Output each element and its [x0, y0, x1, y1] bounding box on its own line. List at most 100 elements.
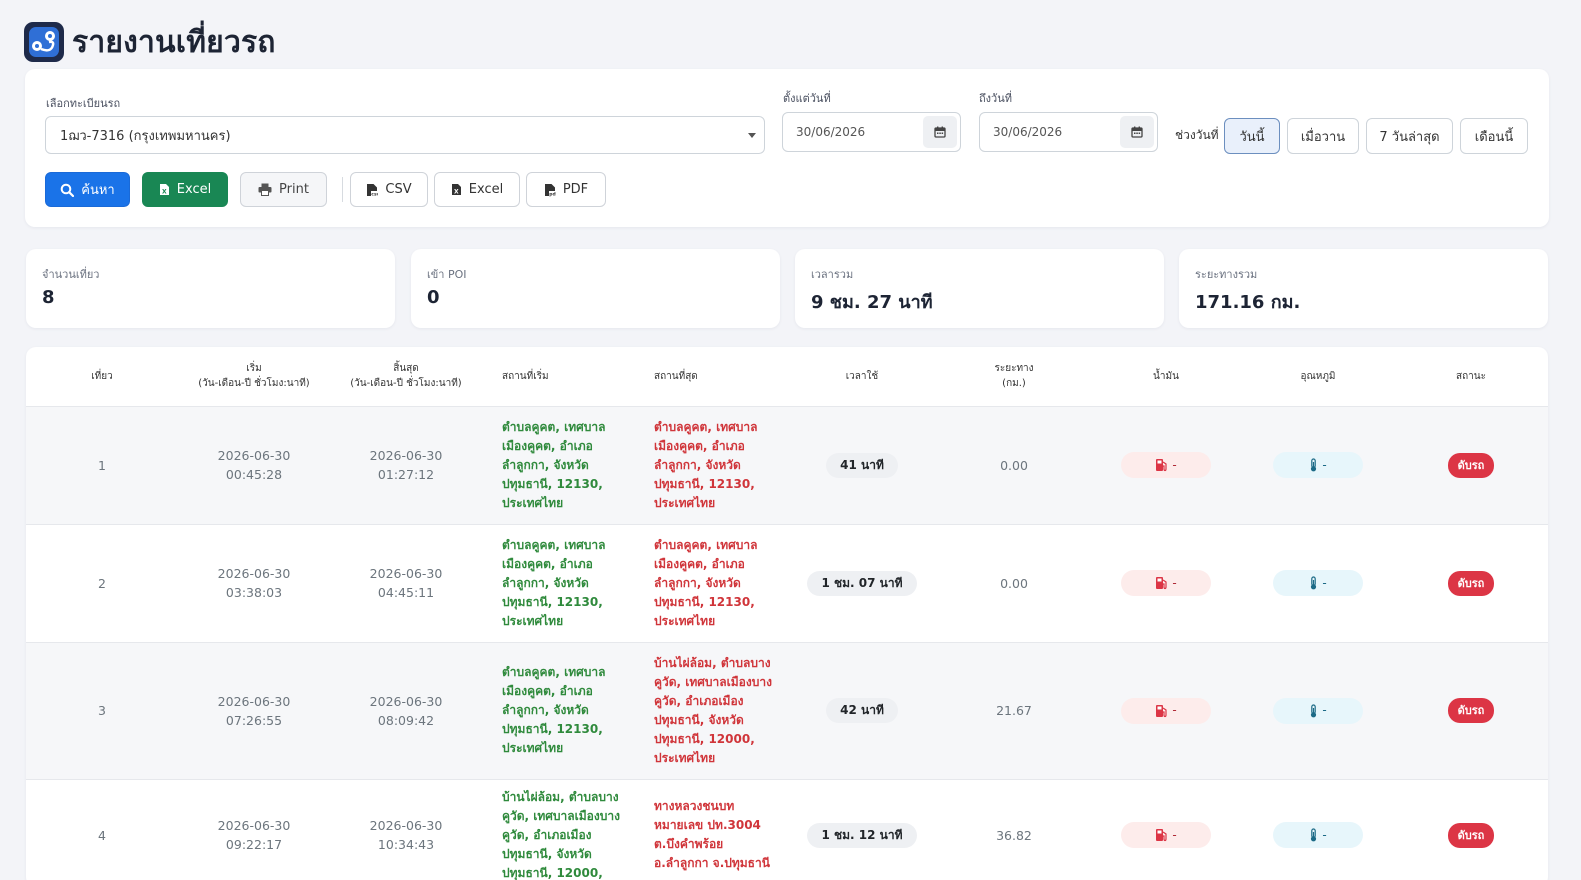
- range-yesterday-button[interactable]: เมื่อวาน: [1287, 118, 1359, 154]
- stat-label: จำนวนเที่ยว: [42, 268, 100, 281]
- gas-pump-icon: [1156, 459, 1167, 472]
- header-distance-sub: (กม.): [1002, 378, 1026, 390]
- trips-table-card: เที่ยว เริ่ม (วัน-เดือน-ปี ชั่วโมง:นาที) …: [26, 347, 1548, 880]
- calendar-icon: [1131, 126, 1143, 138]
- range-7days-button[interactable]: 7 วันล่าสุด: [1366, 118, 1453, 154]
- cell-distance: 0.00: [938, 406, 1090, 525]
- temperature-value: -: [1322, 827, 1327, 842]
- table-row[interactable]: 2 2026-06-30 03:38:03 2026-06-30 04:45:11 …: [26, 524, 1548, 643]
- calendar-icon: [934, 126, 946, 138]
- fuel-value: -: [1172, 457, 1177, 472]
- cell-start-location[interactable]: ตำบลคูคต, เทศบาล เมืองคูคต, อำเภอ ลำลูกกา,…: [482, 406, 634, 525]
- excel-export-button[interactable]: X Excel: [142, 172, 228, 207]
- csv-button-label: CSV: [385, 182, 412, 197]
- to-calendar-button[interactable]: [1120, 116, 1154, 148]
- end-location-line: ปทุมธานี, จังหวัด: [654, 712, 744, 727]
- range-today-button[interactable]: วันนี้: [1224, 118, 1280, 154]
- cell-trip: 1: [26, 406, 178, 525]
- fuel-value: -: [1172, 703, 1177, 717]
- header-end-location: สถานที่สุด: [634, 347, 786, 407]
- svg-text:X: X: [454, 189, 459, 196]
- excel-button[interactable]: X Excel: [434, 172, 520, 207]
- trip-number: 4: [98, 827, 106, 843]
- cell-trip: 2: [26, 524, 178, 643]
- start-location-line: ตำบลคูคต, เทศบาล: [502, 419, 606, 434]
- fuel-value: -: [1172, 827, 1177, 842]
- vehicle-label: เลือกทะเบียนรถ: [46, 97, 121, 110]
- cell-duration: 1 ชม. 07 นาที: [786, 524, 938, 643]
- end-location-line: ประเทศไทย: [654, 495, 716, 510]
- trip-number: 2: [98, 575, 106, 591]
- start-location-line: ปทุมธานี, 12130,: [502, 594, 603, 609]
- to-date-input[interactable]: 30/06/2026: [979, 112, 1158, 152]
- duration-pill: 1 ชม. 07 นาที: [807, 570, 917, 596]
- temperature-value: -: [1322, 703, 1327, 717]
- gas-pump-icon: [1156, 829, 1167, 842]
- table-row[interactable]: 3 2026-06-30 07:26:55 2026-06-30 08:09:42 …: [26, 642, 1548, 780]
- start-location-line: ประเทศไทย: [502, 495, 564, 510]
- distance-value: 21.67: [996, 703, 1032, 718]
- cell-start-location[interactable]: ตำบลคูคต, เทศบาล เมืองคูคต, อำเภอ ลำลูกกา,…: [482, 642, 634, 780]
- start-time: 07:26:55: [225, 712, 283, 728]
- status-badge: ดับรถ: [1447, 698, 1495, 723]
- table-row[interactable]: 4 2026-06-30 09:22:17 2026-06-30 10:34:43 …: [26, 779, 1548, 880]
- cell-temperature: -: [1242, 406, 1394, 525]
- print-button[interactable]: Print: [240, 172, 327, 207]
- cell-start-location[interactable]: ตำบลคูคต, เทศบาล เมืองคูคต, อำเภอ ลำลูกกา,…: [482, 524, 634, 643]
- end-location-line: คูวัด, เทศบาลเมืองบาง: [654, 674, 772, 689]
- excel-file-icon: X: [451, 184, 461, 196]
- start-location-line: คูวัด, อำเภอเมือง: [502, 827, 592, 842]
- vehicle-select-value: 1ฌว-7316 (กรุงเทพมหานคร): [60, 128, 231, 144]
- end-location-line: ประเทศไทย: [654, 613, 716, 628]
- cell-status: ดับรถ: [1394, 642, 1548, 780]
- cell-temperature: -: [1242, 524, 1394, 643]
- fuel-pill: -: [1121, 822, 1211, 848]
- search-button[interactable]: ค้นหา: [45, 172, 130, 207]
- cell-end-location[interactable]: บ้านไผ่ล้อม, ตำบลบาง คูวัด, เทศบาลเมืองบา…: [634, 642, 786, 780]
- table-row[interactable]: 1 2026-06-30 00:45:28 2026-06-30 01:27:12 …: [26, 406, 1548, 525]
- header-end: สิ้นสุด (วัน-เดือน-ปี ชั่วโมง:นาที): [330, 347, 482, 407]
- cell-end-location[interactable]: ตำบลคูคต, เทศบาล เมืองคูคต, อำเภอ ลำลูกกา,…: [634, 406, 786, 525]
- filter-panel: เลือกทะเบียนรถ 1ฌว-7316 (กรุงเทพมหานคร) …: [25, 69, 1549, 227]
- fuel-value: -: [1172, 575, 1177, 590]
- temperature-pill: -: [1273, 570, 1363, 596]
- range-month-button[interactable]: เดือนนี้: [1460, 118, 1528, 154]
- end-location-line: ลำลูกกา, จังหวัด: [654, 457, 741, 472]
- thermometer-icon: [1311, 703, 1317, 717]
- end-location-line: เมืองคูคต, อำเภอ: [654, 556, 745, 571]
- from-date-value: 30/06/2026: [796, 125, 866, 139]
- from-calendar-button[interactable]: [923, 116, 957, 148]
- thermometer-icon: [1311, 458, 1317, 472]
- cell-start-location[interactable]: บ้านไผ่ล้อม, ตำบลบาง คูวัด, เทศบาลเมืองบา…: [482, 779, 634, 880]
- date-range-label: ช่วงวันที่: [1175, 128, 1219, 142]
- trip-number: 3: [98, 703, 106, 718]
- fuel-pill: -: [1121, 697, 1211, 724]
- distance-value: 36.82: [996, 827, 1032, 843]
- start-time: 00:45:28: [225, 467, 283, 482]
- temperature-pill: -: [1273, 452, 1363, 478]
- cell-status: ดับรถ: [1394, 524, 1548, 643]
- from-date-input[interactable]: 30/06/2026: [782, 112, 961, 152]
- cell-end-location[interactable]: ทางหลวงชนบท หมายเลข ปท.3004 ต.บึงคำพร้อย อ.…: [634, 779, 786, 880]
- end-location-line: ปทุมธานี, 12130,: [654, 476, 755, 491]
- header-fuel: น้ำมัน: [1090, 347, 1242, 407]
- cell-end-location[interactable]: ตำบลคูคต, เทศบาล เมืองคูคต, อำเภอ ลำลูกกา,…: [634, 524, 786, 643]
- pdf-button[interactable]: pdf PDF: [526, 172, 606, 207]
- stat-label: เวลารวม: [811, 268, 854, 281]
- csv-button[interactable]: csv CSV: [350, 172, 428, 207]
- excel-file-icon: X: [159, 184, 169, 196]
- pdf-file-icon: pdf: [544, 183, 556, 197]
- to-date-value: 30/06/2026: [993, 125, 1063, 139]
- temperature-pill: -: [1273, 697, 1363, 724]
- cell-temperature: -: [1242, 779, 1394, 880]
- end-date: 2026-06-30: [369, 693, 443, 709]
- end-location-line: อ.ลำลูกกา จ.ปทุมธานี: [654, 856, 770, 870]
- start-location-line: เมืองคูคต, อำเภอ: [502, 684, 593, 698]
- vehicle-select[interactable]: 1ฌว-7316 (กรุงเทพมหานคร): [45, 116, 765, 154]
- duration-pill: 42 นาที: [826, 698, 898, 723]
- duration-pill: 41 นาที: [826, 452, 898, 478]
- start-location-line: คูวัด, เทศบาลเมืองบาง: [502, 808, 620, 823]
- end-location-line: คูวัด, อำเภอเมือง: [654, 693, 744, 708]
- stat-card-total-time: เวลารวม 9 ชม. 27 นาที: [795, 249, 1164, 328]
- header-duration: เวลาใช้: [786, 347, 938, 407]
